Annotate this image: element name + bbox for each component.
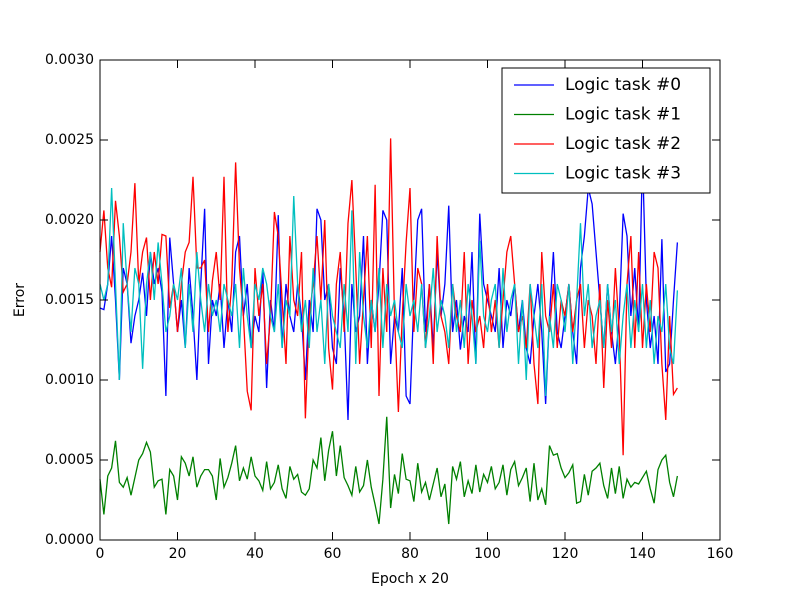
y-tick-label: 0.0025 xyxy=(45,132,94,148)
data-line xyxy=(99,416,679,525)
x-tick-label: 120 xyxy=(552,546,579,562)
x-tick-label: 100 xyxy=(474,546,501,562)
y-tick-label: 0.0010 xyxy=(45,372,94,388)
y-tick-label: 0.0030 xyxy=(45,52,94,68)
x-tick-label: 80 xyxy=(401,546,419,562)
y-tick-label: 0.0000 xyxy=(45,532,94,548)
legend-label: Logic task #1 xyxy=(565,105,681,125)
legend-box xyxy=(501,67,711,194)
x-axis-label: Epoch x 20 xyxy=(371,571,449,587)
data-line xyxy=(99,155,679,421)
y-axis-label: Error xyxy=(12,283,28,317)
x-tick-label: 0 xyxy=(96,546,105,562)
y-tick-label: 0.0015 xyxy=(45,292,94,308)
data-line xyxy=(99,187,679,397)
legend: Logic task #0 Logic task #1 Logic task #2 L… xyxy=(501,67,711,194)
legend-label: Logic task #2 xyxy=(565,134,681,154)
x-tick-label: 20 xyxy=(169,546,187,562)
legend-label: Logic task #0 xyxy=(565,75,681,95)
x-tick-label: 60 xyxy=(324,546,342,562)
x-tick-label: 40 xyxy=(246,546,264,562)
y-tick-label: 0.0005 xyxy=(45,452,94,468)
y-tick-label: 0.0020 xyxy=(45,212,94,228)
legend-label: Logic task #3 xyxy=(565,164,681,184)
x-tick-label: 160 xyxy=(707,546,734,562)
x-tick-label: 140 xyxy=(629,546,656,562)
